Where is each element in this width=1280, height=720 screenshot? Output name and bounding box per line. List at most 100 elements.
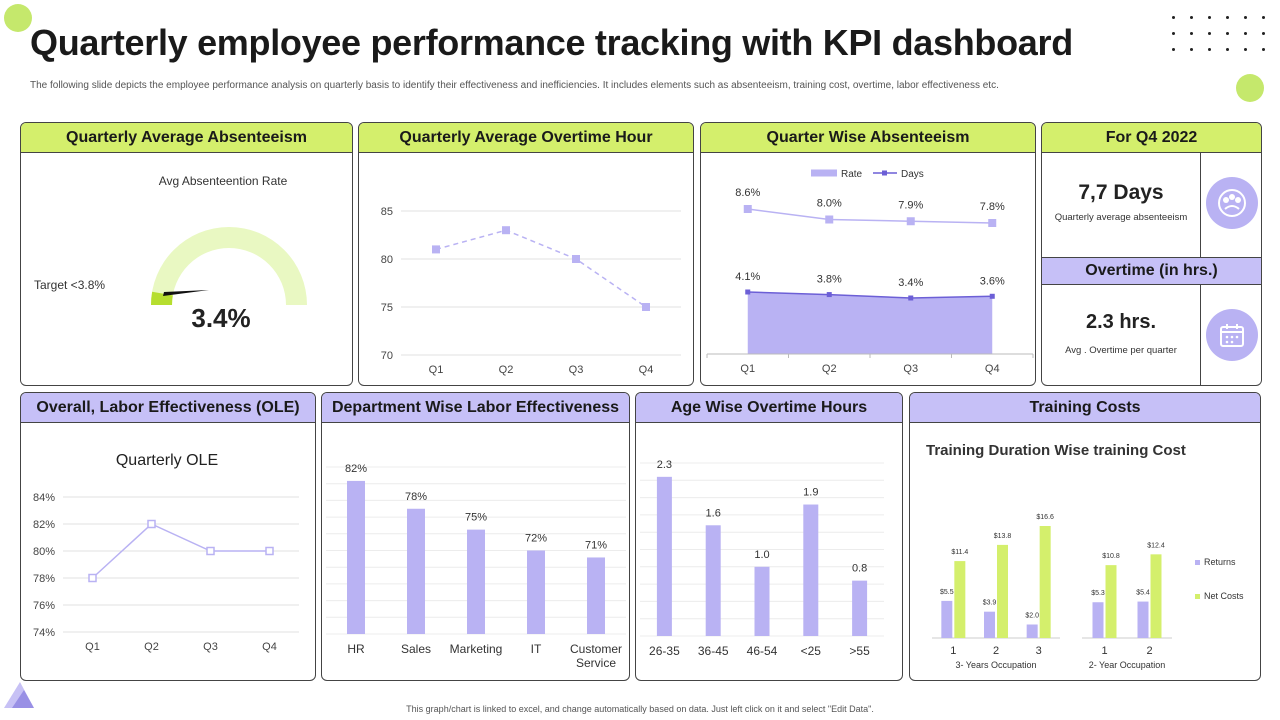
x-tick-label: 1: [950, 645, 956, 657]
absenteeism-panel: Quarterly Average Absenteeism Avg Absent…: [20, 122, 353, 386]
x-tick-label: 1: [1101, 645, 1107, 657]
page-subtitle: The following slide depicts the employee…: [30, 80, 999, 91]
days-area: [747, 292, 993, 354]
legend-net-costs-label: Net Costs: [1204, 591, 1244, 601]
decor-dot: [1226, 32, 1229, 35]
y-tick-label: 76%: [33, 600, 55, 612]
x-tick-label: 36-45: [698, 644, 729, 658]
bar-data-label: $5.4: [1136, 590, 1150, 597]
bar-data-label: 1.6: [706, 507, 721, 519]
legend-days-label: Days: [901, 169, 924, 180]
bar-data-label: $5.3: [1091, 590, 1105, 597]
days-point: [826, 292, 832, 298]
decor-dot: [1190, 16, 1193, 19]
data-point: [642, 303, 650, 311]
overtime-hrs-header: Overtime (in hrs.): [1042, 257, 1261, 285]
data-point: [147, 519, 156, 529]
y-tick-label: 78%: [33, 573, 55, 585]
x-tick-label: <25: [801, 644, 822, 658]
bar: [705, 525, 721, 636]
legend-returns-label: Returns: [1204, 557, 1236, 567]
rate-point: [825, 215, 834, 224]
bar-data-label: $12.4: [1147, 542, 1165, 549]
bar: [347, 480, 365, 634]
legend-net-costs-swatch: [1195, 594, 1200, 599]
days-data-label: 4.1%: [735, 271, 760, 283]
decor-dot: [1208, 32, 1211, 35]
data-point: [572, 255, 580, 263]
bar-returns: [941, 600, 953, 638]
days-point: [908, 295, 914, 301]
y-tick-label: 74%: [33, 627, 55, 639]
bar-data-label: 1.9: [803, 487, 818, 499]
group-label: 3- Years Occupation: [955, 660, 1036, 670]
bar-data-label: $2.0: [1025, 613, 1039, 620]
bar-data-label: 1.0: [754, 549, 769, 561]
data-point: [88, 573, 97, 583]
bar-returns: [1092, 602, 1104, 638]
bar-data-label: 82%: [345, 463, 367, 475]
legend-days-marker: [882, 170, 887, 176]
rate-data-label: 8.6%: [735, 187, 760, 199]
rate-data-label: 8.0%: [817, 198, 842, 210]
bar-returns: [1137, 601, 1149, 638]
x-tick-label: 46-54: [747, 644, 778, 658]
quarter-absenteeism-header: Quarter Wise Absenteeism: [701, 123, 1035, 153]
q4-divider-top: [1200, 153, 1201, 257]
bar: [656, 476, 672, 636]
x-tick-label: Q1: [740, 363, 755, 375]
absenteeism-gauge: Avg Absenteention Rate Target <3.8% 3.4%: [34, 174, 307, 333]
bar-net-costs: [1150, 554, 1162, 638]
days-data-label: 3.6%: [980, 275, 1005, 287]
bar: [407, 508, 425, 634]
bar-returns: [984, 611, 995, 638]
training-panel: Training Costs Training Duration Wise tr…: [909, 392, 1261, 681]
x-tick-label: HR: [347, 642, 365, 656]
decor-triangle: [4, 682, 34, 708]
x-tick-label: Q1: [429, 364, 444, 376]
y-tick-label: 80%: [33, 546, 55, 558]
gauge-target-label: Target <3.8%: [34, 278, 105, 292]
bar-net-costs: [1039, 526, 1051, 638]
bar-data-label: 75%: [465, 512, 487, 524]
q4-divider-bottom: [1200, 285, 1201, 385]
training-header: Training Costs: [910, 393, 1260, 423]
bar-data-label: 78%: [405, 491, 427, 503]
x-tick-label: 26-35: [649, 644, 680, 658]
x-tick-label: Q2: [499, 364, 514, 376]
y-tick-label: 85: [381, 206, 393, 218]
overtime-header: Quarterly Average Overtime Hour: [359, 123, 693, 153]
decor-dot: [1190, 32, 1193, 35]
decor-dot: [1262, 16, 1265, 19]
rate-data-label: 7.9%: [898, 199, 923, 211]
people-chat-icon: [1206, 177, 1258, 229]
bar-data-label: $3.9: [983, 600, 997, 607]
bar-data-label: $11.4: [951, 549, 968, 556]
decor-dot: [1262, 48, 1265, 51]
ole-panel: Overall, Labor Effectiveness (OLE) 74% 76…: [20, 392, 316, 681]
overtime-hrs-value: 2.3 hrs.: [1085, 311, 1157, 333]
bar: [754, 566, 770, 636]
department-panel: Department Wise Labor Effectiveness 82% 7…: [321, 392, 630, 681]
x-tick-label: Sales: [401, 642, 431, 656]
bar-data-label: $10.8: [1102, 553, 1120, 560]
gauge-title: Avg Absenteention Rate: [159, 174, 288, 188]
bar-data-label: $5.5: [940, 589, 954, 596]
decor-dot: [1190, 48, 1193, 51]
x-tick-label: Q4: [639, 364, 654, 376]
days-line: [747, 291, 993, 299]
decor-dot-grid: [1172, 16, 1272, 62]
decor-dot: [1226, 16, 1229, 19]
bar-net-costs: [1105, 565, 1117, 638]
data-point: [432, 245, 440, 254]
decor-dot: [1172, 48, 1175, 51]
decor-dot: [1172, 16, 1175, 19]
x-tick-label: >55: [849, 644, 870, 658]
age-overtime-header: Age Wise Overtime Hours: [636, 393, 902, 423]
decor-dot: [1226, 48, 1229, 51]
age-overtime-bar-chart: 2.3 1.6 1.0 1.9 0.8 26-35 36-45 46-54 <25 >55: [640, 459, 884, 658]
series-line: [91, 523, 270, 579]
data-point: [265, 546, 274, 556]
gauge-track: [151, 227, 307, 305]
days-point: [745, 289, 751, 295]
